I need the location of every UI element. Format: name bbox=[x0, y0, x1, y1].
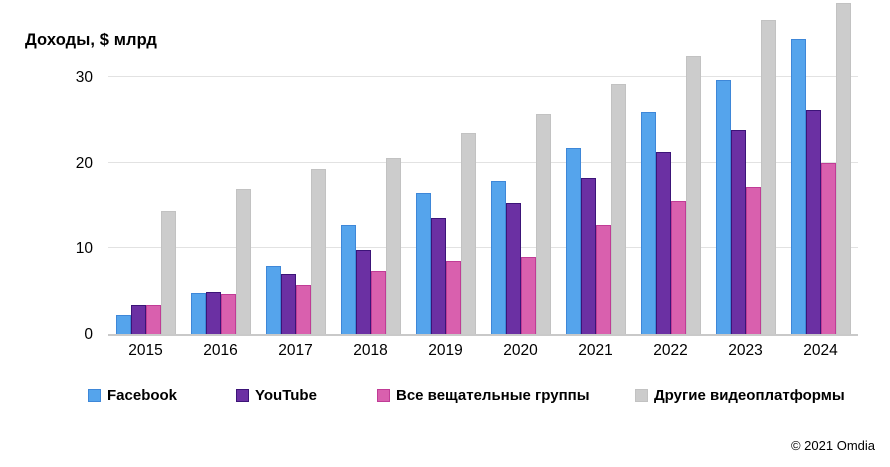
bar-group-2019 bbox=[408, 0, 483, 334]
x-label-2023: 2023 bbox=[728, 342, 763, 359]
bar-2018-facebook bbox=[340, 225, 356, 334]
bar-2022-youtube bbox=[655, 152, 671, 334]
bar-2023-facebook bbox=[715, 80, 731, 334]
bar-2016-facebook bbox=[190, 293, 206, 334]
bar-2021-other-platforms bbox=[610, 84, 626, 334]
bar-2015-youtube bbox=[130, 305, 146, 334]
bar-group-2016 bbox=[183, 0, 258, 334]
bar-2020-broadcast-groups bbox=[520, 257, 536, 334]
gridline-30 bbox=[108, 76, 858, 78]
bar-2015-broadcast-groups bbox=[145, 305, 161, 334]
bar-group-2021 bbox=[558, 0, 633, 334]
x-label-2018: 2018 bbox=[353, 342, 388, 359]
legend-swatch-icon bbox=[236, 389, 249, 402]
bar-2023-youtube bbox=[730, 130, 746, 334]
bar-2017-facebook bbox=[265, 266, 281, 334]
x-axis-labels: 2015 2016 2017 2018 2019 2020 2021 2022 2023 2024 bbox=[108, 342, 858, 360]
bar-group-2018 bbox=[333, 0, 408, 334]
y-tick-10: 10 bbox=[75, 240, 93, 258]
copyright-note: © 2021 Omdia bbox=[790, 438, 875, 453]
legend-swatch-icon bbox=[88, 389, 101, 402]
x-label-2019: 2019 bbox=[428, 342, 463, 359]
bar-2015-other-platforms bbox=[160, 211, 176, 334]
bar-2023-broadcast-groups bbox=[745, 187, 761, 334]
bar-2024-facebook bbox=[790, 39, 806, 334]
legend-swatch-icon bbox=[377, 389, 390, 402]
x-label-2017: 2017 bbox=[278, 342, 313, 359]
legend-label: Все вещательные группы bbox=[396, 387, 590, 404]
bar-group-2023 bbox=[708, 0, 783, 334]
legend: Facebook YouTube Все вещательные группы Дру… bbox=[0, 387, 890, 407]
bar-2017-broadcast-groups bbox=[295, 285, 311, 334]
bar-2024-other-platforms bbox=[835, 3, 851, 334]
y-tick-30: 30 bbox=[75, 69, 93, 87]
bar-2018-youtube bbox=[355, 250, 371, 334]
bar-2015-facebook bbox=[115, 315, 131, 334]
bar-2022-other-platforms bbox=[685, 56, 701, 334]
bar-2016-broadcast-groups bbox=[220, 294, 236, 334]
legend-swatch-icon bbox=[635, 389, 648, 402]
bar-group-2015 bbox=[108, 0, 183, 334]
legend-item-youtube: YouTube bbox=[236, 387, 317, 404]
x-label-2024: 2024 bbox=[803, 342, 838, 359]
bar-2016-other-platforms bbox=[235, 189, 251, 334]
y-tick-0: 0 bbox=[84, 326, 93, 343]
bar-group-2017 bbox=[258, 0, 333, 334]
legend-label: Facebook bbox=[107, 387, 178, 404]
bar-2022-broadcast-groups bbox=[670, 201, 686, 334]
bar-2019-facebook bbox=[415, 193, 431, 334]
bar-2023-other-platforms bbox=[760, 20, 776, 334]
legend-item-other-platforms: Другие видеоплатформы bbox=[635, 387, 845, 404]
x-label-2021: 2021 bbox=[578, 342, 613, 359]
legend-item-facebook: Facebook bbox=[88, 387, 177, 404]
gridline-20 bbox=[108, 161, 858, 163]
bar-2024-youtube bbox=[805, 110, 821, 334]
bar-group-2024 bbox=[783, 0, 858, 334]
chart-title: Доходы, $ млрд bbox=[25, 31, 157, 49]
x-label-2022: 2022 bbox=[653, 342, 688, 359]
bar-2019-other-platforms bbox=[460, 133, 476, 334]
bar-2020-other-platforms bbox=[535, 114, 551, 334]
legend-item-broadcast-groups: Все вещательные группы bbox=[377, 387, 590, 404]
bar-2017-youtube bbox=[280, 274, 296, 334]
bar-2019-youtube bbox=[430, 218, 446, 334]
gridline-10 bbox=[108, 247, 858, 249]
bar-2020-facebook bbox=[490, 181, 506, 334]
bar-2021-broadcast-groups bbox=[595, 225, 611, 334]
bar-group-2020 bbox=[483, 0, 558, 334]
bar-group-2022 bbox=[633, 0, 708, 334]
bar-groups bbox=[108, 0, 858, 334]
bar-2024-broadcast-groups bbox=[820, 163, 836, 334]
bar-2017-other-platforms bbox=[310, 169, 326, 334]
bar-2018-other-platforms bbox=[385, 158, 401, 334]
bar-2018-broadcast-groups bbox=[370, 271, 386, 334]
x-label-2015: 2015 bbox=[128, 342, 163, 359]
y-tick-20: 20 bbox=[75, 154, 93, 172]
bar-2021-youtube bbox=[580, 178, 596, 334]
plot-area bbox=[108, 0, 858, 336]
bar-2019-broadcast-groups bbox=[445, 261, 461, 334]
legend-label: YouTube bbox=[255, 387, 317, 404]
bar-2021-facebook bbox=[565, 148, 581, 334]
bar-2020-youtube bbox=[505, 203, 521, 334]
x-label-2020: 2020 bbox=[503, 342, 538, 359]
legend-label: Другие видеоплатформы bbox=[654, 387, 845, 404]
x-label-2016: 2016 bbox=[203, 342, 238, 359]
bar-2022-facebook bbox=[640, 112, 656, 334]
bar-2016-youtube bbox=[205, 292, 221, 334]
